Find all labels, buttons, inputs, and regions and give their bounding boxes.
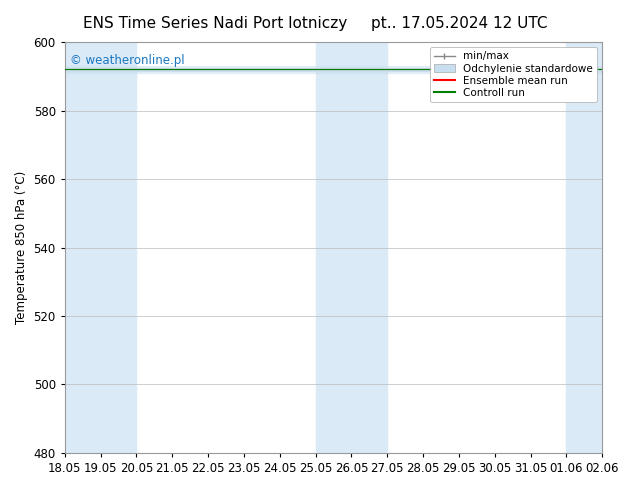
Bar <box>566 42 602 453</box>
Y-axis label: Temperature 850 hPa (°C): Temperature 850 hPa (°C) <box>15 171 28 324</box>
Text: © weatheronline.pl: © weatheronline.pl <box>70 54 185 68</box>
Text: pt.. 17.05.2024 12 UTC: pt.. 17.05.2024 12 UTC <box>372 16 548 31</box>
Legend: min/max, Odchylenie standardowe, Ensemble mean run, Controll run: min/max, Odchylenie standardowe, Ensembl… <box>430 47 597 102</box>
Bar <box>65 42 136 453</box>
Bar <box>316 42 387 453</box>
Text: ENS Time Series Nadi Port lotniczy: ENS Time Series Nadi Port lotniczy <box>84 16 347 31</box>
